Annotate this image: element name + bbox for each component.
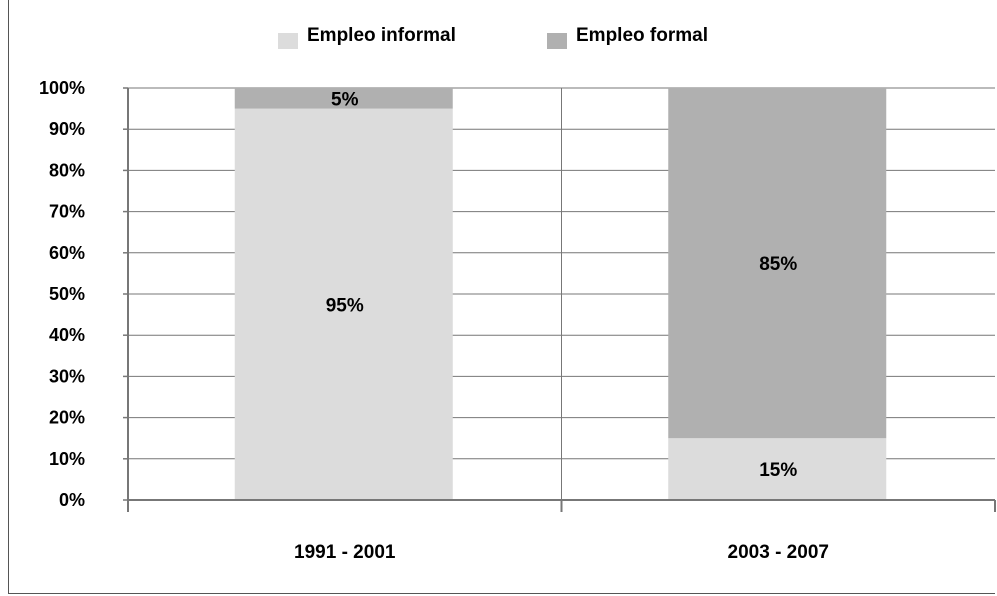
y-tick-labels: 0% 10% 20% 30% 40% 50% 60% 70% 80% 90% 100% — [39, 78, 85, 510]
y-tick-label: 80% — [49, 160, 85, 180]
legend-swatch — [547, 33, 567, 49]
y-tick-label: 50% — [49, 284, 85, 304]
y-tick-label: 0% — [59, 490, 85, 510]
legend-label: Empleo formal — [576, 25, 708, 46]
data-label: 5% — [331, 89, 359, 110]
y-tick-label: 20% — [49, 408, 85, 428]
bar-segment — [234, 88, 453, 109]
y-tick-label: 30% — [49, 366, 85, 386]
legend: Empleo informal Empleo formal — [278, 25, 708, 49]
data-label: 95% — [326, 295, 364, 316]
data-label: 85% — [759, 254, 797, 275]
bars — [234, 88, 887, 500]
bar-segment — [234, 108, 453, 500]
y-tick-label: 40% — [49, 325, 85, 345]
data-labels: 95% 5% 15% 85% — [326, 89, 798, 481]
axes — [123, 87, 996, 512]
y-tick-label: 90% — [49, 119, 85, 139]
y-tick-label: 100% — [39, 78, 85, 98]
y-tick-label: 70% — [49, 202, 85, 222]
x-tick-labels: 1991 - 2001 2003 - 2007 — [294, 542, 829, 563]
x-tick-label: 2003 - 2007 — [728, 542, 829, 563]
legend-label: Empleo informal — [307, 25, 456, 46]
data-label: 15% — [759, 460, 797, 481]
y-tick-label: 60% — [49, 243, 85, 263]
bar-segment — [668, 88, 887, 439]
legend-swatch — [278, 33, 298, 49]
y-tick-label: 10% — [49, 449, 85, 469]
bar-segment — [668, 438, 887, 500]
x-tick-label: 1991 - 2001 — [294, 542, 396, 563]
chart-frame — [8, 0, 995, 594]
